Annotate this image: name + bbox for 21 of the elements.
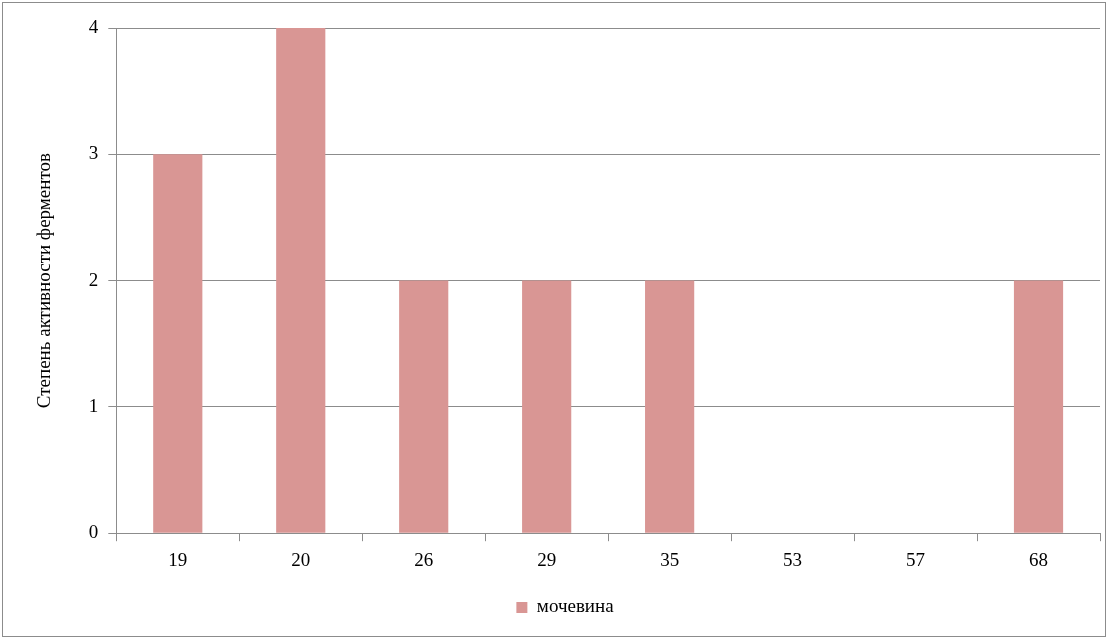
bar [153, 154, 203, 533]
bar [399, 280, 449, 533]
y-axis-title: Степень активности ферментов [33, 153, 55, 409]
x-tick-label: 57 [906, 548, 926, 570]
legend-label: мочевина [536, 595, 615, 617]
x-tick-label: 35 [660, 548, 680, 570]
x-tick-label: 26 [414, 548, 434, 570]
x-tick-label: 20 [291, 548, 311, 570]
bar [1013, 280, 1064, 533]
y-tick-label: 4 [88, 15, 99, 37]
x-tick-label: 29 [537, 548, 557, 570]
bar [645, 280, 695, 533]
y-tick-label: 2 [88, 268, 99, 290]
x-tick-label: 68 [1029, 548, 1049, 570]
bar [276, 28, 326, 533]
y-tick-label: 3 [88, 142, 99, 164]
y-tick-label: 1 [88, 394, 99, 416]
bar [522, 280, 572, 533]
y-tick-label: 0 [88, 521, 99, 543]
x-tick-label: 19 [168, 548, 188, 570]
x-tick-label: 53 [783, 548, 803, 570]
